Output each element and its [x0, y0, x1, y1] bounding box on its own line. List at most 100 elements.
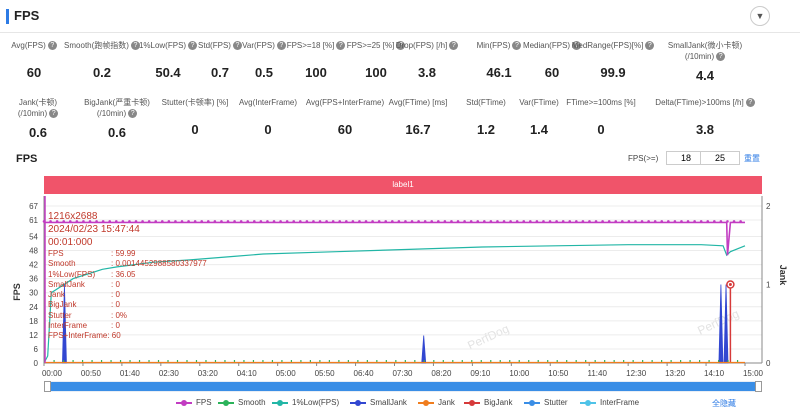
stat-stats_row1-3: Std(FPS)? 0.7 [160, 40, 280, 80]
fps-marker [686, 220, 690, 223]
stat-value: 3.8 [417, 65, 437, 80]
fps-marker [141, 220, 144, 223]
fps-marker [660, 220, 664, 223]
x-tick-label: 03:20 [198, 369, 219, 378]
chart-legend: 全隐藏 FPS Smooth 1%Low(FPS) SmallJank Jank BigJ… [0, 398, 800, 410]
help-icon[interactable]: ? [188, 41, 198, 51]
help-icon[interactable]: ? [232, 41, 242, 51]
scrollbar-right-handle[interactable] [755, 381, 762, 392]
help-icon[interactable]: ? [449, 41, 459, 51]
bigjank-point-core [728, 283, 732, 286]
fps-marker [193, 220, 197, 223]
stat-label: Drop(FPS) [/h]? [367, 40, 487, 51]
legend-item-1-low-fps-[interactable]: 1%Low(FPS) [272, 398, 339, 407]
legend-item-stutter[interactable]: Stutter [524, 398, 568, 407]
fps-marker [220, 220, 223, 223]
stat-value: 60 [26, 65, 42, 80]
stat-stats_row2-7: Var(FTime) 1.4 [479, 97, 599, 137]
help-icon[interactable]: ? [336, 41, 346, 51]
help-icon[interactable]: ? [47, 41, 57, 51]
fps-marker [331, 220, 335, 223]
stat-label-text: Delta(FTime)>100ms [/h] [655, 98, 744, 107]
smooth-marker [376, 360, 378, 363]
help-icon[interactable]: ? [396, 41, 406, 51]
help-icon[interactable]: ? [572, 41, 582, 51]
help-icon[interactable]: ? [49, 109, 59, 119]
legend-label: BigJank [484, 398, 513, 407]
fps-marker [285, 220, 289, 223]
help-icon[interactable]: ? [745, 98, 755, 108]
fps-marker [62, 220, 66, 223]
help-icon[interactable]: ? [276, 41, 286, 51]
chevron-down-icon[interactable]: ▼ [750, 6, 770, 26]
x-tick-label: 02:30 [159, 369, 180, 378]
smooth-marker [395, 360, 397, 363]
legend-item-smalljank[interactable]: SmallJank [350, 398, 407, 407]
reset-button[interactable]: 重置 [744, 154, 760, 163]
scrollbar-left-handle[interactable] [44, 381, 51, 392]
help-icon[interactable]: ? [512, 41, 522, 51]
stat-label-text: Avg(InterFrame) [238, 98, 298, 107]
tooltip-row: Stutter: 0% [48, 311, 207, 321]
fps-threshold-2-input[interactable] [700, 151, 740, 165]
fps-threshold-1-input[interactable] [666, 151, 706, 165]
stat-label: Stutter(卡顿率) [%] [135, 97, 255, 108]
smooth-marker [252, 360, 255, 363]
fps-chart[interactable]: PerfDogPerfDogPerfDog0612182430364248546… [0, 0, 800, 380]
stat-label: 1%Low(FPS)? [108, 40, 228, 51]
smooth-marker [243, 360, 245, 363]
stat-label-text: Std(FPS) [198, 41, 231, 50]
legend-swatch [176, 399, 192, 406]
help-icon[interactable]: ? [128, 109, 138, 119]
tooltip-key: FPS [48, 249, 64, 258]
legend-swatch [218, 399, 234, 406]
smooth-marker [528, 360, 530, 363]
legend-label: SmallJank [370, 398, 407, 407]
hide-all-toggle[interactable]: 全隐藏 [712, 399, 736, 408]
legend-item-jank[interactable]: Jank [418, 398, 455, 407]
tooltip-value: : 0 [111, 279, 120, 289]
help-icon[interactable]: ? [645, 41, 655, 51]
stat-stats_row1-4: Var(FPS)? 0.5 [204, 40, 324, 80]
legend-item-fps[interactable]: FPS [176, 398, 212, 407]
smooth-marker [661, 360, 663, 363]
smooth-marker [138, 360, 141, 363]
fps-marker [312, 220, 315, 223]
smalljank-spike [421, 335, 427, 364]
fps-marker [200, 220, 204, 223]
stat-stats_row2-1: BigJank(严重卡顿) (/10min)? 0.6 [57, 97, 177, 140]
smooth-marker [509, 360, 511, 363]
legend-item-interframe[interactable]: InterFrame [580, 398, 639, 407]
fps-marker [627, 220, 631, 223]
chart-tooltip: 1216x2688 2024/02/23 15:47:44 00:01:000 … [48, 210, 207, 342]
label-band[interactable]: label1 [44, 176, 762, 194]
smooth-marker [271, 360, 274, 363]
stat-stats_row2-0: Jank(卡顿) (/10min)? 0.6 [0, 97, 98, 140]
stat-stats_row1-8: Min(FPS)? 46.1 [439, 40, 559, 80]
stat-label: FPS>=18 [%]? [256, 40, 376, 51]
smooth-marker [698, 360, 701, 363]
legend-item-smooth[interactable]: Smooth [218, 398, 266, 407]
stat-label-text: MedRange(FPS)[%] [571, 41, 644, 50]
smooth-marker [385, 360, 387, 363]
fps-marker [548, 220, 552, 223]
fps-marker [160, 220, 164, 223]
stat-label-text: Std(FTime) [466, 98, 506, 107]
smalljank-spike [718, 284, 724, 364]
stat-value: 100 [365, 65, 387, 80]
scrollbar-range[interactable] [48, 382, 758, 391]
stat-label-text: FTime>=100ms [%] [566, 98, 636, 107]
tooltip-value: : 0 [111, 321, 120, 331]
fps-marker [246, 220, 250, 223]
smooth-marker [214, 360, 217, 363]
help-icon[interactable]: ? [716, 52, 726, 62]
smooth-marker [167, 360, 169, 363]
smooth-marker [300, 360, 302, 363]
legend-item-bigjank[interactable]: BigJank [464, 398, 512, 407]
tooltip-key: Smooth [48, 259, 76, 269]
time-range-scrollbar[interactable] [44, 381, 762, 392]
stat-label-text: Jank(卡顿) [18, 98, 58, 107]
help-icon[interactable]: ? [130, 41, 140, 51]
fps-marker [456, 220, 460, 223]
x-tick-label: 05:00 [276, 369, 297, 378]
